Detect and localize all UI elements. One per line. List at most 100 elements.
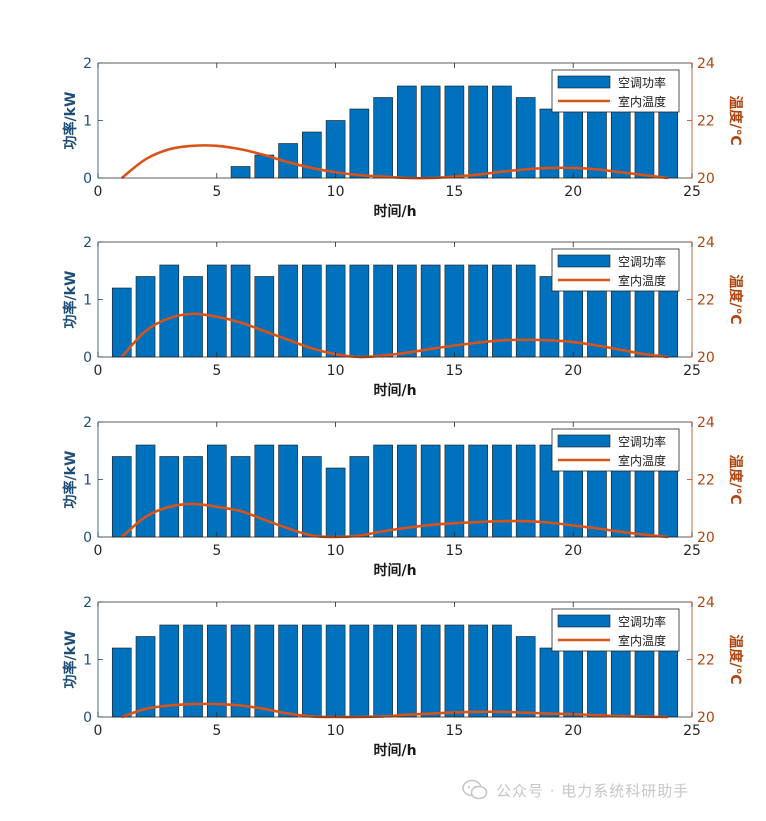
bar: [325, 120, 346, 179]
legend-label: 室内温度: [618, 633, 666, 648]
y-tick-label-left: 0: [83, 350, 92, 366]
bar: [302, 131, 322, 179]
bar: [183, 276, 203, 358]
bar: [373, 624, 393, 718]
x-axis-label: 时间/h: [373, 562, 416, 579]
y-tick-label-right: 20: [697, 350, 715, 366]
bar: [492, 264, 512, 358]
x-tick-label: 5: [212, 723, 221, 739]
bar: [587, 647, 607, 718]
x-axis-label: 时间/h: [373, 382, 416, 399]
bar: [420, 624, 441, 718]
x-tick-label: 0: [94, 723, 103, 739]
x-tick-label: 25: [683, 363, 701, 379]
y-tick-label-left: 2: [83, 595, 92, 611]
legend-swatch-bar: [557, 614, 611, 628]
x-tick-label: 15: [445, 363, 463, 379]
y-axis-label-right: 温度/℃: [727, 95, 744, 145]
bar: [420, 264, 441, 358]
bar: [515, 97, 536, 179]
y-tick-label-left: 2: [83, 415, 92, 431]
legend-label: 室内温度: [618, 94, 666, 109]
x-tick-label: 10: [327, 723, 345, 739]
x-tick-label: 10: [327, 363, 345, 379]
y-tick-label-left: 0: [83, 710, 92, 726]
bar: [230, 166, 251, 179]
legend-label: 室内温度: [618, 273, 666, 288]
x-tick-label: 25: [683, 543, 701, 559]
bar: [325, 624, 346, 718]
x-tick-label: 10: [327, 184, 345, 200]
bar: [492, 85, 512, 179]
x-tick-label: 0: [94, 543, 103, 559]
legend-label: 空调功率: [618, 434, 666, 449]
bar: [468, 624, 488, 718]
bar: [492, 624, 512, 718]
bar: [610, 647, 631, 718]
y-tick-label-left: 1: [83, 114, 92, 130]
temperature-line: [120, 144, 669, 180]
y-tick-label-left: 1: [83, 473, 92, 489]
bar: [515, 636, 536, 718]
bar: [444, 624, 465, 718]
legend-label: 空调功率: [618, 75, 666, 90]
bar: [325, 467, 346, 538]
legend-label: 室内温度: [618, 453, 666, 468]
bar: [420, 85, 441, 179]
bar: [444, 85, 465, 179]
y-tick-label-right: 24: [697, 595, 715, 611]
y-tick-label-left: 2: [83, 235, 92, 251]
y-tick-label-right: 24: [697, 415, 715, 431]
bar: [349, 108, 370, 179]
bar: [183, 456, 203, 538]
x-tick-label: 25: [683, 723, 701, 739]
y-axis-label-left: 功率/kW: [62, 271, 79, 329]
x-tick-label: 0: [94, 184, 103, 200]
bar: [230, 264, 251, 358]
y-axis-label-left: 功率/kW: [62, 92, 79, 150]
bar: [111, 456, 132, 538]
x-tick-label: 20: [564, 543, 582, 559]
x-tick-label: 20: [564, 363, 582, 379]
wechat-icon: [462, 779, 488, 800]
bar: [373, 444, 393, 538]
bar: [658, 108, 679, 179]
y-tick-label-right: 20: [697, 710, 715, 726]
bar: [230, 624, 251, 718]
y-axis-label-right: 温度/℃: [727, 274, 744, 324]
bar: [135, 636, 156, 718]
bar: [610, 108, 631, 179]
bar: [254, 624, 275, 718]
x-tick-label: 15: [445, 543, 463, 559]
temperature-line: [120, 502, 669, 539]
bar: [325, 264, 346, 358]
x-tick-label: 15: [445, 184, 463, 200]
bar: [159, 624, 180, 718]
legend-swatch-bar: [557, 434, 611, 448]
y-axis-label-right: 温度/℃: [727, 634, 744, 684]
bar: [254, 276, 275, 358]
bar: [658, 647, 679, 718]
x-tick-label: 5: [212, 543, 221, 559]
bar: [278, 624, 298, 718]
legend-swatch-bar: [557, 75, 611, 89]
bar: [278, 444, 298, 538]
y-tick-label-right: 22: [697, 473, 715, 489]
bar: [349, 456, 370, 538]
bar: [159, 456, 180, 538]
legend-label: 空调功率: [618, 614, 666, 629]
bar: [349, 264, 370, 358]
watermark-text: 公众号 · 电力系统科研助手: [496, 782, 690, 800]
y-tick-label-right: 24: [697, 56, 715, 72]
x-tick-label: 25: [683, 184, 701, 200]
x-axis-label: 时间/h: [373, 742, 416, 759]
y-axis-label-left: 功率/kW: [62, 631, 79, 689]
bar: [397, 624, 417, 718]
y-tick-label-left: 1: [83, 653, 92, 669]
